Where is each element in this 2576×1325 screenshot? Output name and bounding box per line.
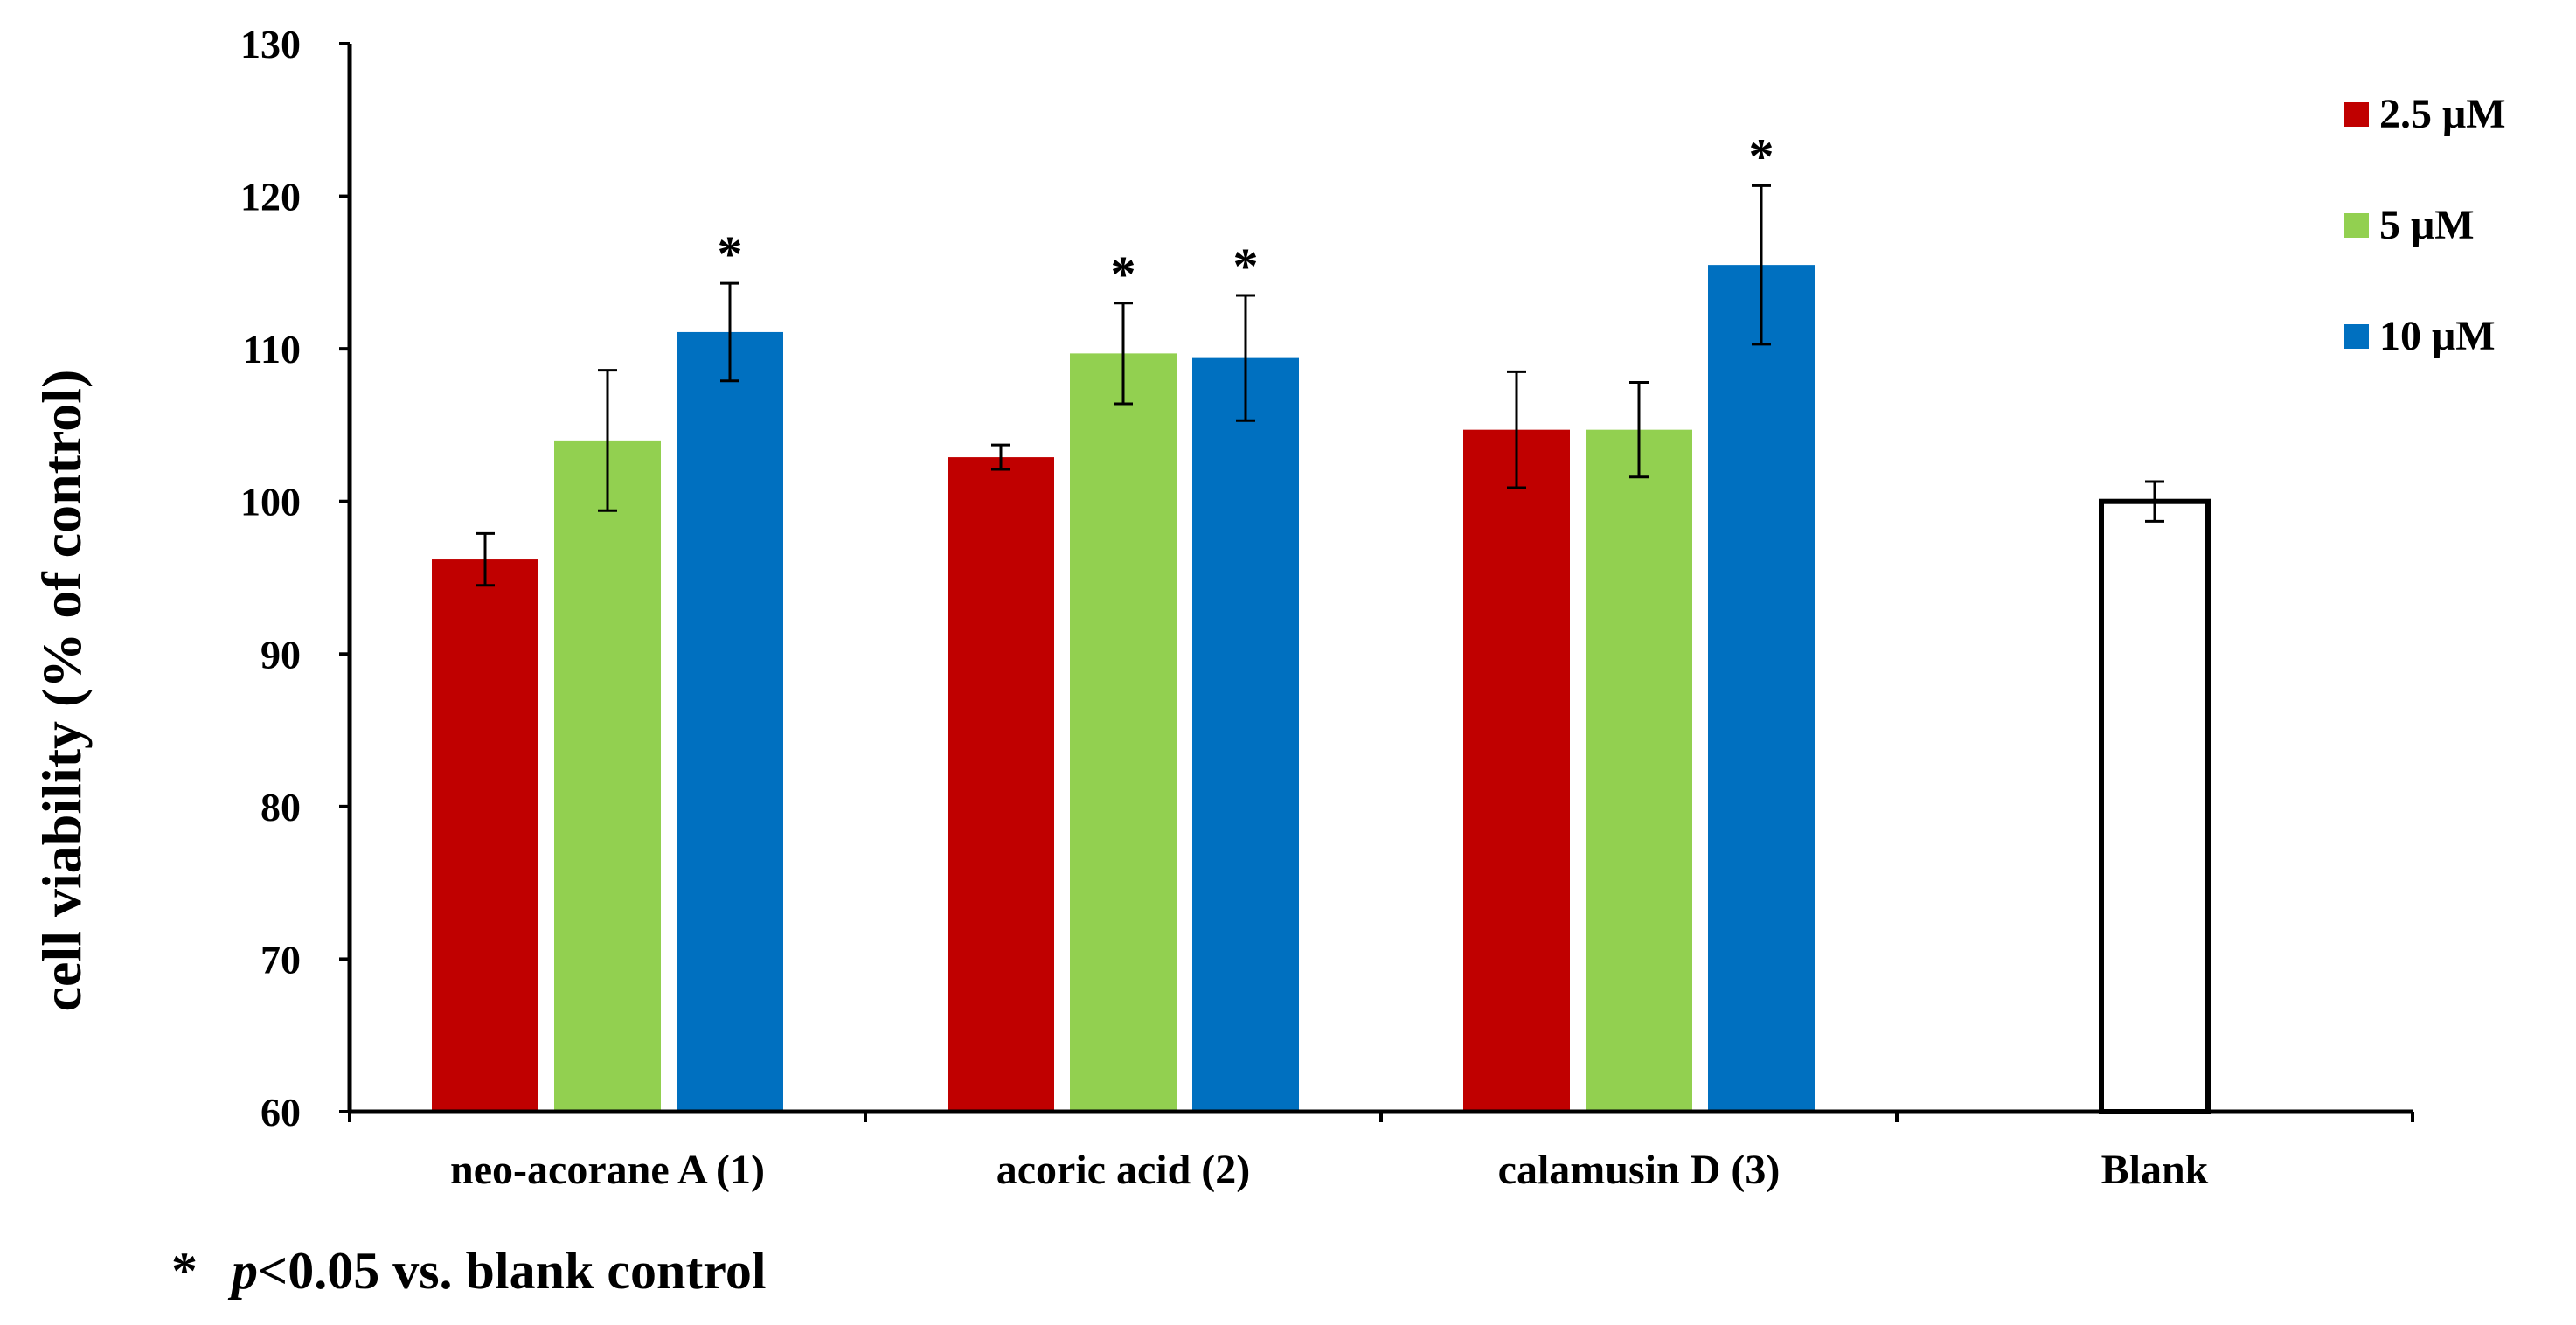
legend-swatch-0: [2344, 102, 2369, 127]
y-tick-label-90: 90: [260, 632, 301, 676]
y-tick-label-120: 120: [240, 175, 301, 219]
bars-layer: [432, 265, 2211, 1114]
bar-0-2: [677, 331, 783, 1112]
footnote-p-symbol: p: [232, 1242, 258, 1300]
legend-swatch-1: [2344, 213, 2369, 238]
legend-label-1: 5 μM: [2379, 202, 2475, 248]
significance-star-0-2: *: [718, 225, 743, 282]
x-tick-label-1: acoric acid (2): [996, 1147, 1251, 1193]
y-tick-label-100: 100: [240, 480, 301, 524]
bar-0-1: [554, 440, 661, 1112]
footnote-star: *: [171, 1242, 198, 1300]
y-tick-label-70: 70: [260, 937, 301, 982]
footnote-text: <0.05 vs. blank control: [258, 1242, 767, 1300]
footnote: * p<0.05 vs. blank control: [171, 1241, 767, 1301]
y-tick-label-60: 60: [260, 1090, 301, 1134]
x-tick-label-3: Blank: [2101, 1147, 2209, 1193]
x-tick-label-2: calamusin D (3): [1498, 1147, 1781, 1193]
y-tick-label-80: 80: [260, 785, 301, 829]
legend: 2.5 μM 5 μM 10 μM: [2344, 91, 2506, 359]
y-tick-label-130: 130: [240, 22, 301, 66]
bar-1-2: [1192, 357, 1299, 1112]
bar-0-0: [432, 559, 538, 1112]
bar-2-2: [1708, 265, 1815, 1113]
axes-layer: 60 70 80 90 100 110 120 130 neo-acorane A (1) aco…: [240, 22, 2414, 1193]
bar-1-0: [948, 457, 1054, 1112]
legend-label-0: 2.5 μM: [2379, 91, 2506, 137]
significance-star-2-2: *: [1749, 128, 1774, 184]
x-tick-label-0: neo-acorane A (1): [450, 1147, 765, 1193]
bar-1-1: [1070, 353, 1177, 1112]
legend-swatch-2: [2344, 324, 2369, 349]
bar-2-0: [1463, 429, 1570, 1112]
significance-star-1-2: *: [1233, 238, 1259, 295]
legend-label-2: 10 μM: [2379, 313, 2496, 359]
y-tick-label-110: 110: [243, 327, 301, 371]
y-axis-label: cell viability (% of control): [31, 370, 93, 1012]
significance-star-1-1: *: [1111, 246, 1136, 302]
error-bars-layer: [476, 184, 2164, 587]
significance-markers-layer: * * * *: [718, 128, 1774, 302]
bar-3-3: [2099, 498, 2211, 1114]
bar-2-1: [1586, 429, 1692, 1112]
